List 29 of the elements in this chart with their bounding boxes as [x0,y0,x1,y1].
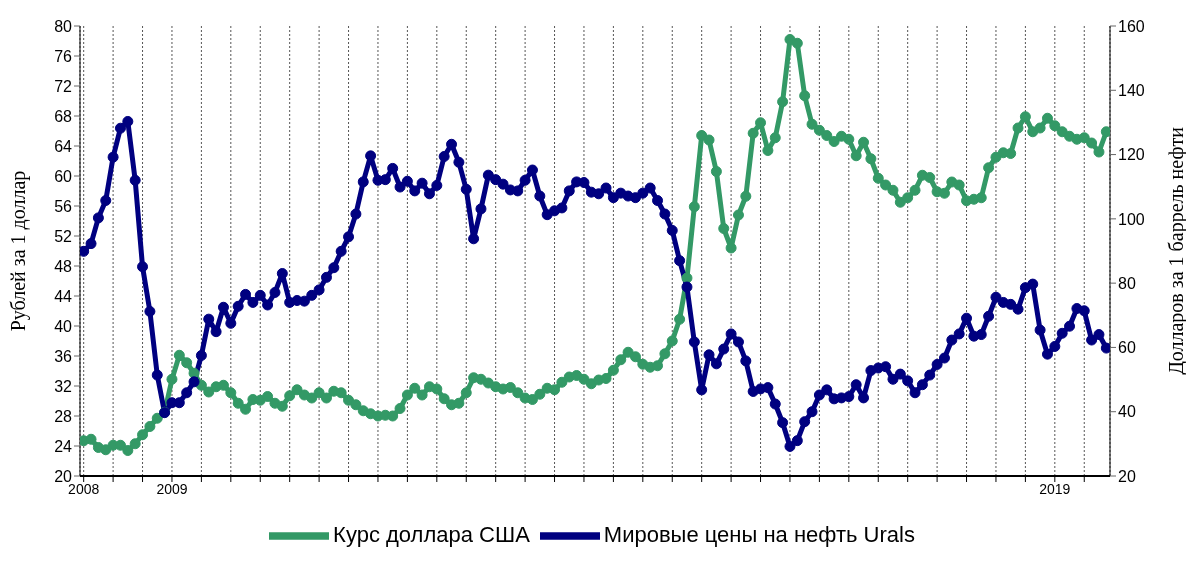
y2-tick-label: 160 [1118,17,1145,35]
y-tick-label: 72 [54,77,73,95]
y-tick-label: 20 [54,467,73,485]
y-tick-label: 52 [54,227,73,245]
y-axis-title: Рублей за 1 доллар [7,170,31,332]
y-tick-label: 44 [54,287,73,305]
x-tick-label: 2019 [1039,480,1071,497]
y2-tick-label: 100 [1118,210,1145,228]
y2-tick-label: 120 [1118,146,1145,164]
y-tick-label: 76 [54,47,73,65]
y-tick-label: 80 [54,17,73,35]
y2-tick-label: 80 [1118,274,1136,292]
y-tick-label: 68 [54,107,73,125]
y2-tick-label: 40 [1118,403,1136,421]
y-tick-label: 32 [54,377,73,395]
legend-label: Мировые цены на нефть Urals [603,521,915,547]
y-tick-label: 48 [54,257,73,275]
y2-tick-label: 60 [1118,339,1136,357]
y-tick-label: 64 [54,137,73,155]
y2-tick-label: 140 [1118,81,1145,99]
y-tick-label: 28 [54,407,73,425]
x-tick-label: 2009 [156,480,188,497]
y-tick-label: 40 [54,317,73,335]
y-tick-label: 24 [54,437,73,455]
y-tick-label: 60 [54,167,73,185]
legend-label: Курс доллара США [333,521,530,547]
y-tick-label: 56 [54,197,73,215]
y2-tick-label: 20 [1118,467,1136,485]
y-tick-label: 36 [54,347,73,365]
